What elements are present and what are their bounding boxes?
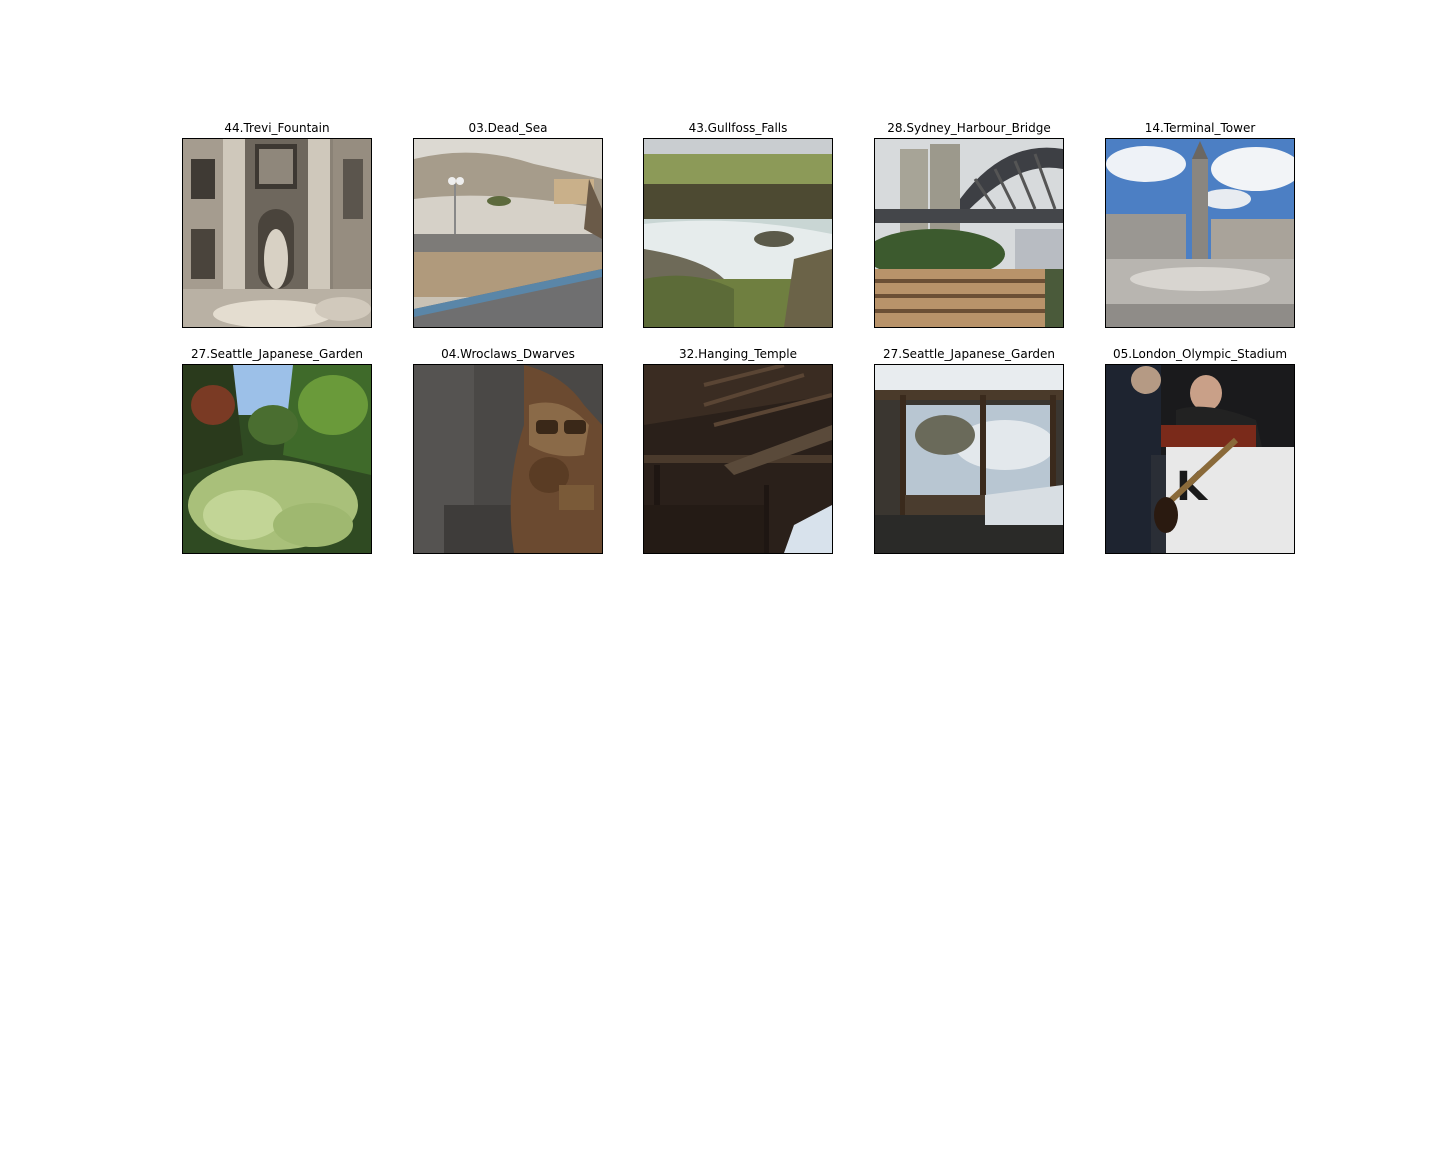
panel-title: 27.Seattle_Japanese_Garden — [882, 347, 1056, 361]
panel-title: 05.London_Olympic_Stadium — [1112, 347, 1288, 361]
panel-title: 27.Seattle_Japanese_Garden — [190, 347, 364, 361]
trevi-fountain-photo — [182, 138, 372, 328]
panel-title: 14.Terminal_Tower — [1144, 121, 1256, 135]
panel-title: 28.Sydney_Harbour_Bridge — [887, 121, 1051, 135]
dead-sea-photo — [413, 138, 603, 328]
panel-title: 32.Hanging_Temple — [679, 347, 797, 361]
seattle-japanese-garden-photo — [182, 364, 372, 554]
hanging-temple-photo — [643, 364, 833, 554]
terminal-tower-photo — [1105, 138, 1295, 328]
gullfoss-falls-photo — [643, 138, 833, 328]
panel-title: 04.Wroclaws_Dwarves — [441, 347, 575, 361]
london-olympic-stadium-photo: K — [1105, 364, 1295, 554]
wroclaws-dwarves-photo — [413, 364, 603, 554]
sydney-harbour-bridge-photo — [874, 138, 1064, 328]
panel-title: 44.Trevi_Fountain — [224, 121, 330, 135]
panel-title: 43.Gullfoss_Falls — [688, 121, 788, 135]
seattle-japanese-garden-snow-photo — [874, 364, 1064, 554]
panel-title: 03.Dead_Sea — [468, 121, 548, 135]
